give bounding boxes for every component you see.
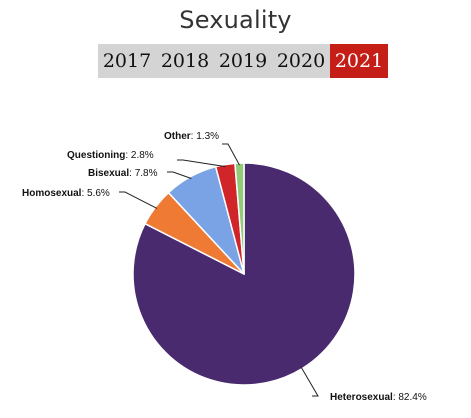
leader-line-heterosexual bbox=[300, 366, 319, 397]
slice-label-value: : 82.4% bbox=[393, 392, 427, 403]
year-tab-2020[interactable]: 2020 bbox=[272, 44, 330, 78]
year-tab-2019[interactable]: 2019 bbox=[214, 44, 272, 78]
slice-label-category: Homosexual bbox=[22, 188, 82, 199]
year-tab-2021[interactable]: 2021 bbox=[330, 44, 388, 78]
slice-label-questioning: Questioning: 2.8% bbox=[67, 150, 154, 161]
slice-label-value: : 2.8% bbox=[125, 150, 153, 161]
leader-line-homosexual bbox=[119, 191, 158, 209]
year-tab-2018[interactable]: 2018 bbox=[156, 44, 214, 78]
pie-slices bbox=[132, 162, 356, 386]
page-title: Sexuality bbox=[179, 6, 292, 34]
slice-label-category: Heterosexual bbox=[330, 392, 393, 403]
year-tabs: 2017 2018 2019 2020 2021 bbox=[98, 44, 388, 78]
slice-label-bisexual: Bisexual: 7.8% bbox=[88, 168, 158, 179]
slice-label-other: Other: 1.3% bbox=[164, 131, 219, 142]
slice-label-value: : 1.3% bbox=[191, 131, 219, 142]
slice-label-category: Bisexual bbox=[88, 168, 129, 179]
pie-slice-other[interactable] bbox=[234, 162, 245, 275]
leader-line-questioning bbox=[177, 159, 226, 168]
leader-line-other bbox=[222, 143, 240, 166]
slice-label-value: : 7.8% bbox=[129, 168, 157, 179]
slice-label-category: Other bbox=[164, 131, 191, 142]
slice-labels: Heterosexual: 82.4% Homosexual: 5.6% Bisex… bbox=[22, 131, 427, 403]
year-tab-2017[interactable]: 2017 bbox=[98, 44, 156, 78]
slice-label-category: Questioning bbox=[67, 150, 125, 161]
leader-lines bbox=[119, 143, 319, 397]
leader-line-bisexual bbox=[167, 171, 192, 179]
slice-label-value: : 5.6% bbox=[81, 188, 109, 199]
slice-label-heterosexual: Heterosexual: 82.4% bbox=[330, 392, 427, 403]
slice-label-homosexual: Homosexual: 5.6% bbox=[22, 188, 110, 199]
